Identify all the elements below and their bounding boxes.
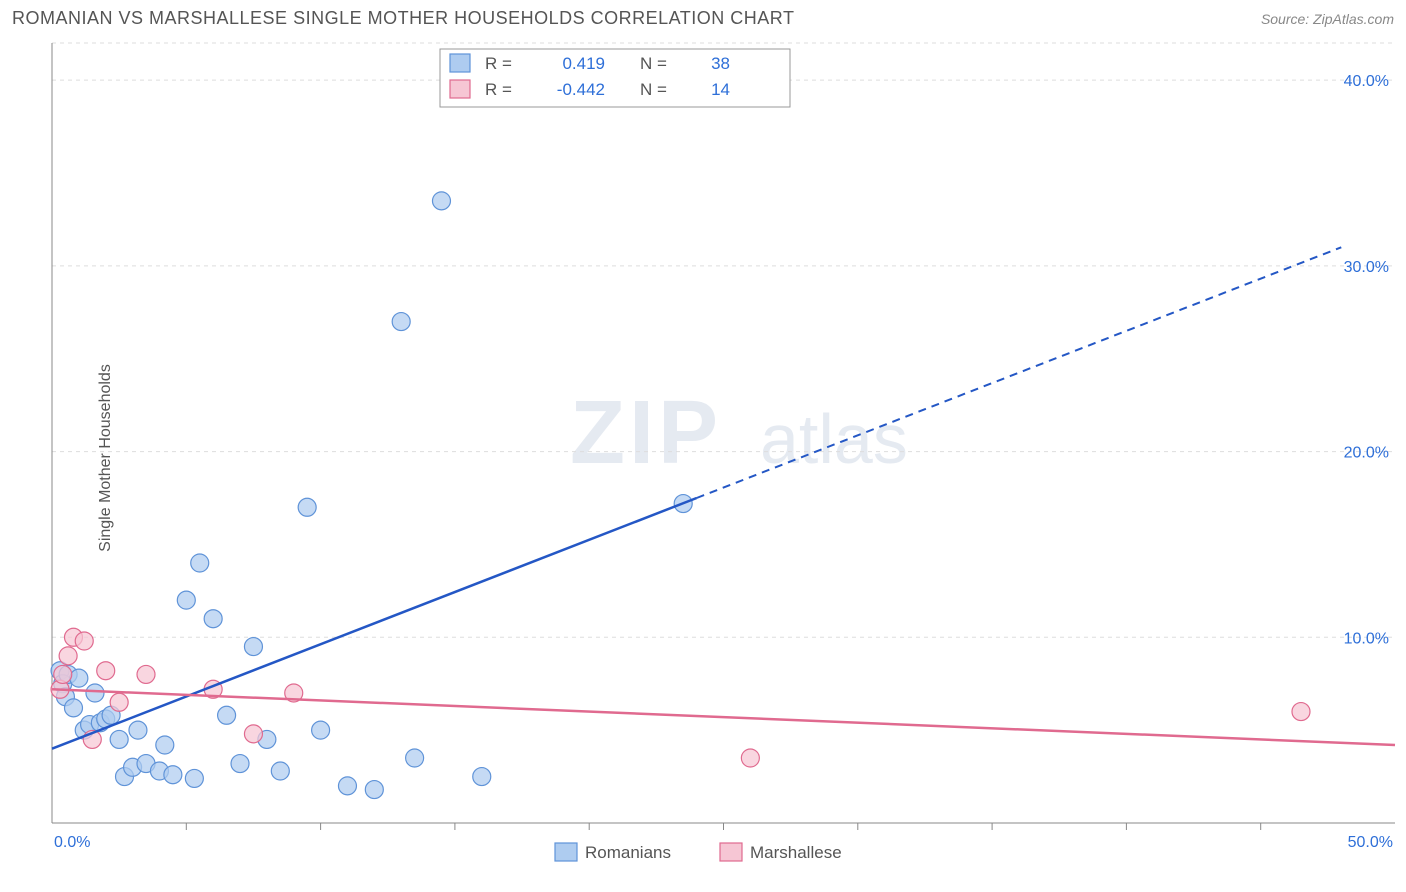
legend-swatch xyxy=(720,843,742,861)
data-point xyxy=(110,730,128,748)
data-point xyxy=(406,749,424,767)
data-point xyxy=(244,638,262,656)
data-point xyxy=(271,762,289,780)
data-point xyxy=(312,721,330,739)
data-point xyxy=(432,192,450,210)
data-point xyxy=(204,610,222,628)
stats-r-value: -0.442 xyxy=(557,80,605,99)
data-point xyxy=(741,749,759,767)
stats-n-value: 38 xyxy=(711,54,730,73)
scatter-chart: ZIP atlas 10.0% 20.0% 30.0% 40.0% 0.0% 50.0% R =… xyxy=(0,33,1406,883)
data-point xyxy=(59,647,77,665)
data-point xyxy=(365,781,383,799)
data-point xyxy=(338,777,356,795)
data-point xyxy=(185,769,203,787)
chart-title: ROMANIAN VS MARSHALLESE SINGLE MOTHER HO… xyxy=(12,8,794,29)
data-point xyxy=(164,766,182,784)
legend-swatch xyxy=(555,843,577,861)
data-point xyxy=(54,665,72,683)
y-tick-label: 10.0% xyxy=(1344,630,1389,647)
y-axis-label: Single Mother Households xyxy=(97,364,115,552)
stats-swatch xyxy=(450,54,470,72)
legend-label: Romanians xyxy=(585,843,671,862)
data-point xyxy=(1292,703,1310,721)
stats-swatch xyxy=(450,80,470,98)
data-point xyxy=(244,725,262,743)
data-point xyxy=(64,699,82,717)
watermark-zip: ZIP xyxy=(570,383,722,483)
stats-r-label: R = xyxy=(485,54,512,73)
data-point xyxy=(110,693,128,711)
data-point xyxy=(298,498,316,516)
stats-n-value: 14 xyxy=(711,80,730,99)
data-point xyxy=(392,313,410,331)
data-point xyxy=(191,554,209,572)
data-point xyxy=(75,632,93,650)
watermark-atlas: atlas xyxy=(760,400,908,478)
x-tick-label: 50.0% xyxy=(1348,834,1393,851)
data-point xyxy=(86,684,104,702)
data-point xyxy=(97,662,115,680)
data-point xyxy=(129,721,147,739)
data-point xyxy=(70,669,88,687)
stats-n-label: N = xyxy=(640,54,667,73)
y-tick-label: 40.0% xyxy=(1344,73,1389,90)
y-tick-label: 30.0% xyxy=(1344,259,1389,276)
data-point xyxy=(231,755,249,773)
data-point xyxy=(473,768,491,786)
chart-container: Single Mother Households ZIP atlas 10.0% 20… xyxy=(0,33,1406,883)
stats-r-label: R = xyxy=(485,80,512,99)
y-tick-label: 20.0% xyxy=(1344,445,1389,462)
data-point xyxy=(177,591,195,609)
data-point xyxy=(218,706,236,724)
trend-line-extrapolated xyxy=(697,247,1342,498)
legend-label: Marshallese xyxy=(750,843,842,862)
stats-r-value: 0.419 xyxy=(562,54,605,73)
stats-n-label: N = xyxy=(640,80,667,99)
source-attribution: Source: ZipAtlas.com xyxy=(1261,11,1394,27)
data-point xyxy=(156,736,174,754)
data-point xyxy=(137,665,155,683)
x-tick-label: 0.0% xyxy=(54,834,90,851)
